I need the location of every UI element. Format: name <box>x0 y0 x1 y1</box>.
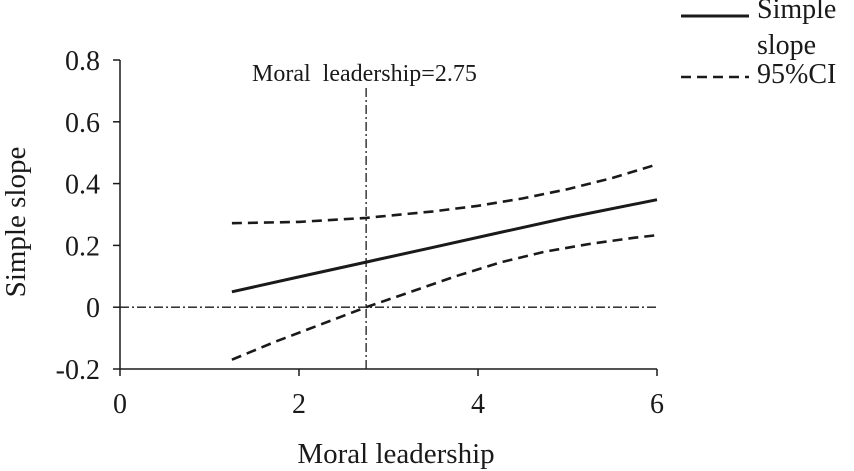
legend-label: slope <box>757 30 816 61</box>
y-axis-ticks: -0.2 0 0.2 0.4 0.6 0.8 <box>56 46 120 386</box>
y-tick-label: -0.2 <box>56 355 100 386</box>
x-tick-label: 4 <box>471 389 485 420</box>
series-group <box>231 163 658 361</box>
y-tick-label: 0 <box>86 293 100 324</box>
y-axis-title: Simple slope <box>0 147 32 298</box>
legend-label: 95%CI <box>757 59 836 90</box>
x-tick-label: 2 <box>292 389 306 420</box>
x-tick-label: 0 <box>113 389 127 420</box>
y-tick-label: 0.8 <box>65 46 100 77</box>
legend-label: Simple <box>757 0 836 25</box>
ci-lower-line <box>231 233 658 361</box>
y-tick-label: 0.6 <box>65 108 100 139</box>
x-tick-label: 6 <box>650 389 664 420</box>
axes <box>119 60 657 370</box>
simple-slope-line <box>231 198 658 294</box>
reference-lines <box>120 88 657 369</box>
y-tick-label: 0.4 <box>65 170 100 201</box>
threshold-annotation: Moral leadership=2.75 <box>252 61 477 87</box>
ci-upper-line <box>231 163 658 225</box>
y-tick-label: 0.2 <box>65 231 100 262</box>
x-axis-ticks: 0 2 4 6 <box>113 369 664 420</box>
x-axis-title: Moral leadership <box>297 438 494 470</box>
